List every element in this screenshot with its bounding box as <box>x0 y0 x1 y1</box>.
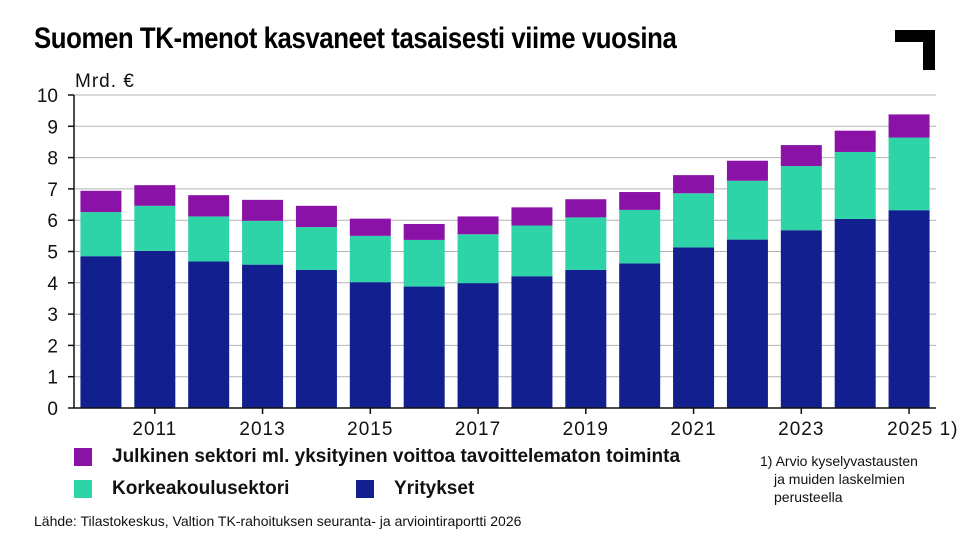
bar-yritykset-2023 <box>780 230 822 408</box>
x-tick-label-2013: 2013 <box>239 419 285 440</box>
bar-julkinen-2014 <box>295 205 337 228</box>
bar-julkinen-2020 <box>619 192 661 210</box>
source-note: Lähde: Tilastokeskus, Valtion TK-rahoitu… <box>34 513 522 529</box>
footnote: 1) Arvio kyselyvastausten ja muiden lask… <box>760 452 960 506</box>
bar-julkinen-2019 <box>565 199 607 218</box>
bar-yritykset-2016 <box>403 286 445 408</box>
x-tick-label-2017: 2017 <box>455 419 501 440</box>
legend-swatch-korkeakoulu <box>74 480 92 498</box>
y-tick-label-3: 3 <box>47 305 58 326</box>
logo-corner-icon <box>895 30 935 70</box>
bar-yritykset-2012 <box>188 261 230 408</box>
bar-korkeakoulu-2020 <box>619 209 661 264</box>
bar-korkeakoulu-2019 <box>565 217 607 270</box>
bar-korkeakoulu-2025 <box>888 137 930 211</box>
x-tick-labels: 2011 2013 2015 2017 2019 2021 2023 2025 1) <box>132 408 958 440</box>
y-tick-label-10: 10 <box>37 86 58 107</box>
bar-korkeakoulu-2018 <box>511 225 553 277</box>
bar-julkinen-2024 <box>834 130 876 152</box>
bar-yritykset-2018 <box>511 276 553 408</box>
bar-julkinen-2018 <box>511 207 553 226</box>
bar-korkeakoulu-2017 <box>457 234 499 284</box>
bar-yritykset-2011 <box>134 250 176 408</box>
bar-julkinen-2025 <box>888 114 930 138</box>
y-tick-labels: 0 1 2 3 4 5 6 7 8 9 10 <box>37 86 59 420</box>
legend-item-julkinen: Julkinen sektori ml. yksityinen voittoa … <box>74 446 680 468</box>
bar-korkeakoulu-2010 <box>80 212 122 257</box>
footnote-line-3: perusteella <box>774 489 843 505</box>
bar-julkinen-2015 <box>349 218 391 236</box>
bar-yritykset-2017 <box>457 283 499 408</box>
bar-yritykset-2025 <box>888 210 930 408</box>
bar-korkeakoulu-2016 <box>403 239 445 287</box>
bar-yritykset-2022 <box>726 239 768 408</box>
y-tick-label-6: 6 <box>47 211 58 232</box>
y-tick-label-5: 5 <box>47 243 58 264</box>
bar-korkeakoulu-2014 <box>295 227 337 270</box>
bar-korkeakoulu-2021 <box>673 193 715 248</box>
x-tick-label-2023: 2023 <box>778 419 824 440</box>
chart-title: Suomen TK-menot kasvaneet tasaisesti vii… <box>34 22 677 55</box>
y-axis-unit-label: Mrd. € <box>75 71 135 92</box>
y-tick-label-8: 8 <box>47 149 58 170</box>
bar-yritykset-2021 <box>673 247 715 408</box>
bar-korkeakoulu-2013 <box>242 220 284 265</box>
bar-yritykset-2010 <box>80 256 122 408</box>
legend-label-julkinen: Julkinen sektori ml. yksityinen voittoa … <box>112 446 681 467</box>
x-tick-label-2019: 2019 <box>563 419 609 440</box>
y-tick-label-0: 0 <box>47 399 58 420</box>
bar-korkeakoulu-2015 <box>349 235 391 283</box>
footnote-line-1: 1) Arvio kyselyvastausten <box>760 453 918 469</box>
bar-julkinen-2022 <box>726 160 768 181</box>
bar-korkeakoulu-2023 <box>780 166 822 231</box>
bar-julkinen-2010 <box>80 190 122 213</box>
axes <box>73 95 936 409</box>
y-tick-label-7: 7 <box>47 180 58 201</box>
bar-yritykset-2015 <box>349 282 391 408</box>
bar-julkinen-2012 <box>188 195 230 217</box>
y-tick-label-4: 4 <box>47 274 58 295</box>
legend-item-korkeakoulu: Korkeakoulusektori <box>74 478 289 500</box>
legend-swatch-julkinen <box>74 448 92 466</box>
bar-julkinen-2011 <box>134 185 176 206</box>
legend-label-korkeakoulu: Korkeakoulusektori <box>112 478 290 499</box>
bar-yritykset-2014 <box>295 269 337 408</box>
x-tick-label-2025: 2025 1) <box>887 419 958 440</box>
bar-yritykset-2019 <box>565 269 607 408</box>
y-tick-label-2: 2 <box>47 336 58 357</box>
footnote-line-2: ja muiden laskelmien <box>774 471 905 487</box>
bars <box>80 114 930 408</box>
bar-julkinen-2013 <box>242 199 284 221</box>
bar-julkinen-2017 <box>457 216 499 235</box>
y-tick-label-9: 9 <box>47 117 58 138</box>
y-tick-label-1: 1 <box>47 368 58 389</box>
x-tick-label-2015: 2015 <box>347 419 393 440</box>
x-tick-label-2021: 2021 <box>670 419 716 440</box>
x-tick-label-2011: 2011 <box>132 419 177 440</box>
bar-julkinen-2021 <box>673 175 715 194</box>
bar-yritykset-2024 <box>834 218 876 408</box>
logo-corner-shape <box>895 30 935 70</box>
bar-yritykset-2020 <box>619 263 661 408</box>
legend-label-yritykset: Yritykset <box>394 478 475 499</box>
bar-julkinen-2023 <box>780 145 822 167</box>
bar-korkeakoulu-2012 <box>188 216 230 262</box>
bar-korkeakoulu-2022 <box>726 180 768 240</box>
bar-yritykset-2013 <box>242 264 284 408</box>
legend-swatch-yritykset <box>356 480 374 498</box>
bar-korkeakoulu-2011 <box>134 205 176 251</box>
bar-korkeakoulu-2024 <box>834 151 876 219</box>
legend-item-yritykset: Yritykset <box>356 478 474 500</box>
bar-julkinen-2016 <box>403 223 445 240</box>
